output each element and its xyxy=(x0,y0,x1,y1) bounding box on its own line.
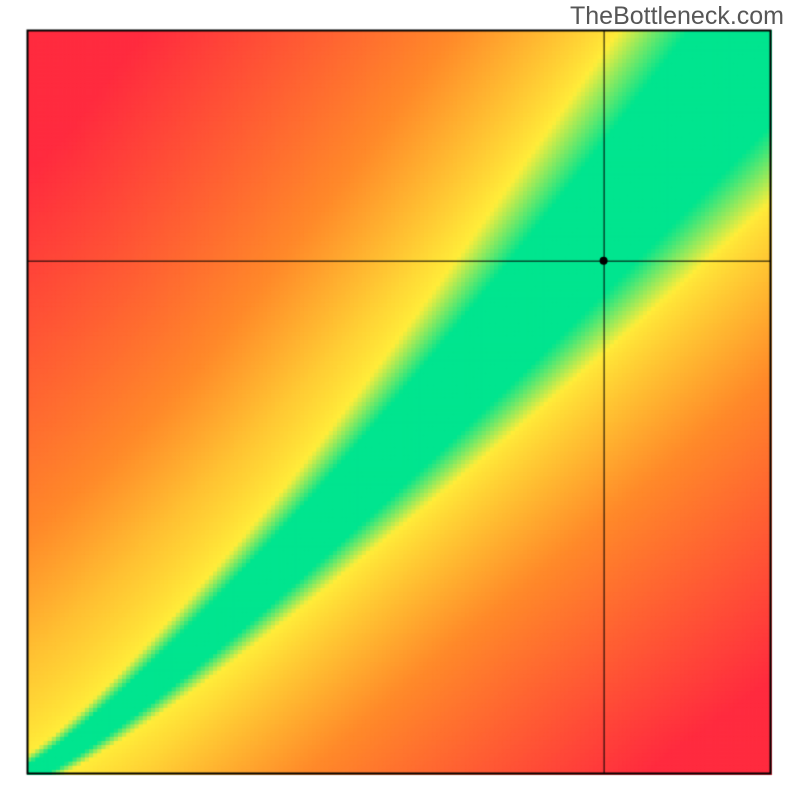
chart-container: TheBottleneck.com xyxy=(0,0,800,800)
watermark-text: TheBottleneck.com xyxy=(570,2,784,31)
bottleneck-heatmap xyxy=(0,0,800,800)
